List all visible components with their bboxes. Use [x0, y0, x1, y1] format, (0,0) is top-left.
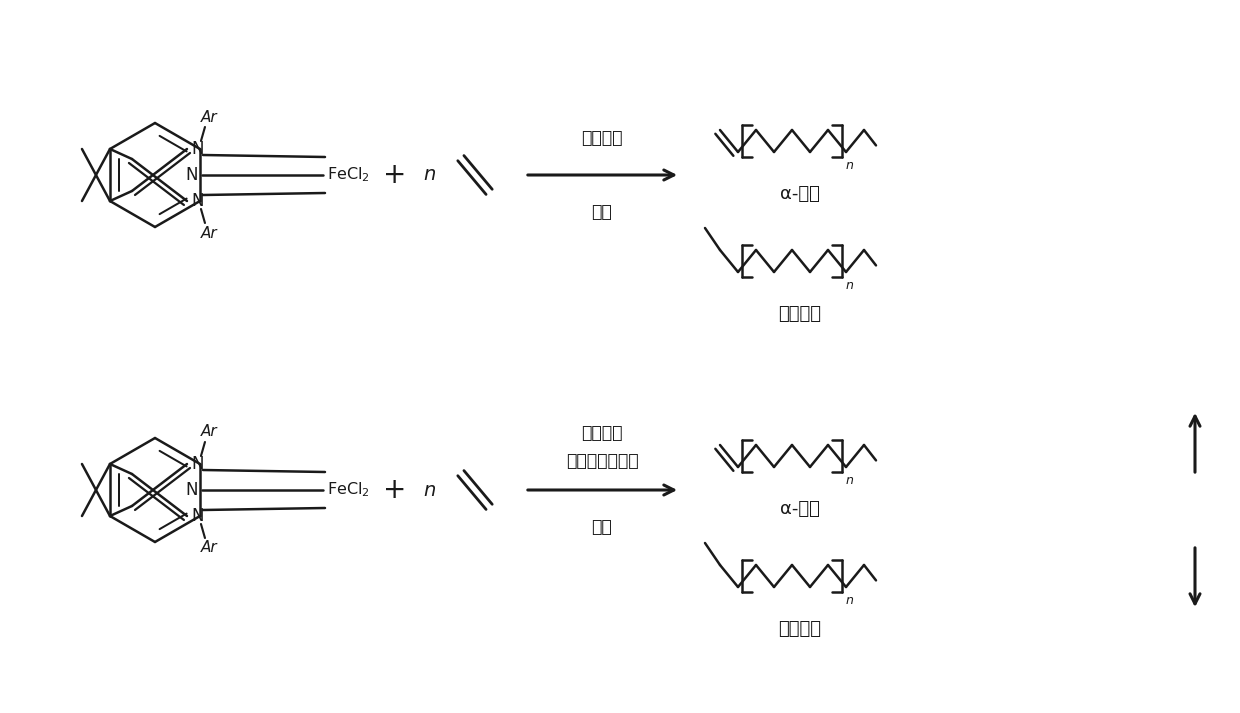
- Text: Ar: Ar: [201, 540, 217, 555]
- Text: N: N: [191, 507, 203, 525]
- Text: 溶剂: 溶剂: [591, 518, 613, 536]
- Text: 聚乙烯蜡: 聚乙烯蜡: [779, 305, 821, 323]
- Text: +: +: [383, 161, 407, 189]
- Text: Ar: Ar: [201, 110, 217, 125]
- Text: N: N: [191, 455, 203, 473]
- Text: +: +: [383, 476, 407, 504]
- Text: 聚乙烯蜡: 聚乙烯蜡: [779, 620, 821, 638]
- Text: n: n: [424, 481, 436, 500]
- Text: 助催化剂: 助催化剂: [582, 129, 622, 147]
- Text: N: N: [186, 481, 198, 499]
- Text: n: n: [846, 594, 854, 607]
- Text: Ar: Ar: [201, 225, 217, 240]
- Text: α-烯烃: α-烯烃: [780, 500, 820, 518]
- Text: 溶剂: 溶剂: [591, 203, 613, 221]
- Text: 聚乙烯蜡抑制剂: 聚乙烯蜡抑制剂: [565, 452, 639, 470]
- Text: α-烯烃: α-烯烃: [780, 185, 820, 203]
- Text: FeCl$_2$: FeCl$_2$: [327, 481, 370, 499]
- Text: n: n: [846, 159, 854, 172]
- Text: N: N: [191, 140, 203, 158]
- Text: FeCl$_2$: FeCl$_2$: [327, 165, 370, 185]
- Text: n: n: [846, 474, 854, 487]
- Text: n: n: [846, 279, 854, 292]
- Text: Ar: Ar: [201, 424, 217, 439]
- Text: 助催化剂: 助催化剂: [582, 424, 622, 442]
- Text: N: N: [186, 166, 198, 184]
- Text: n: n: [424, 165, 436, 185]
- Text: N: N: [191, 192, 203, 210]
